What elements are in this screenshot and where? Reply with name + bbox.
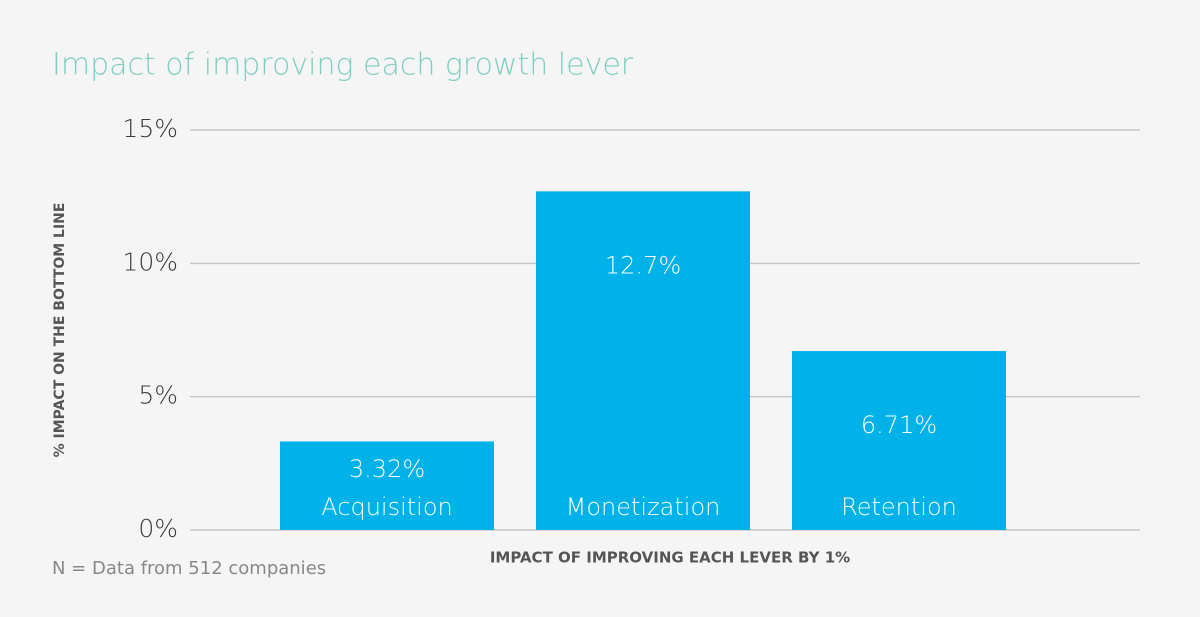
x-axis-title: IMPACT OF IMPROVING EACH LEVER BY 1%	[490, 549, 850, 567]
y-tick-label: 15%	[122, 114, 178, 143]
value-label: 6.71%	[861, 411, 937, 439]
y-tick-label: 0%	[138, 514, 178, 543]
chart-title: Impact of improving each growth lever	[52, 48, 634, 83]
value-label: 12.7%	[605, 251, 681, 279]
bar	[792, 351, 1006, 530]
bar	[536, 191, 750, 531]
y-tick-label: 5%	[138, 381, 178, 410]
y-axis-title: % IMPACT ON THE BOTTOM LINE	[52, 203, 68, 458]
note: N = Data from 512 companies	[52, 558, 326, 579]
bar	[280, 441, 494, 530]
x-tick-label: Acquisition	[321, 493, 452, 521]
x-tick-label: Monetization	[566, 493, 721, 521]
value-label: 3.32%	[349, 455, 425, 483]
y-tick-label: 10%	[122, 247, 178, 276]
x-tick-label: Retention	[841, 493, 957, 521]
